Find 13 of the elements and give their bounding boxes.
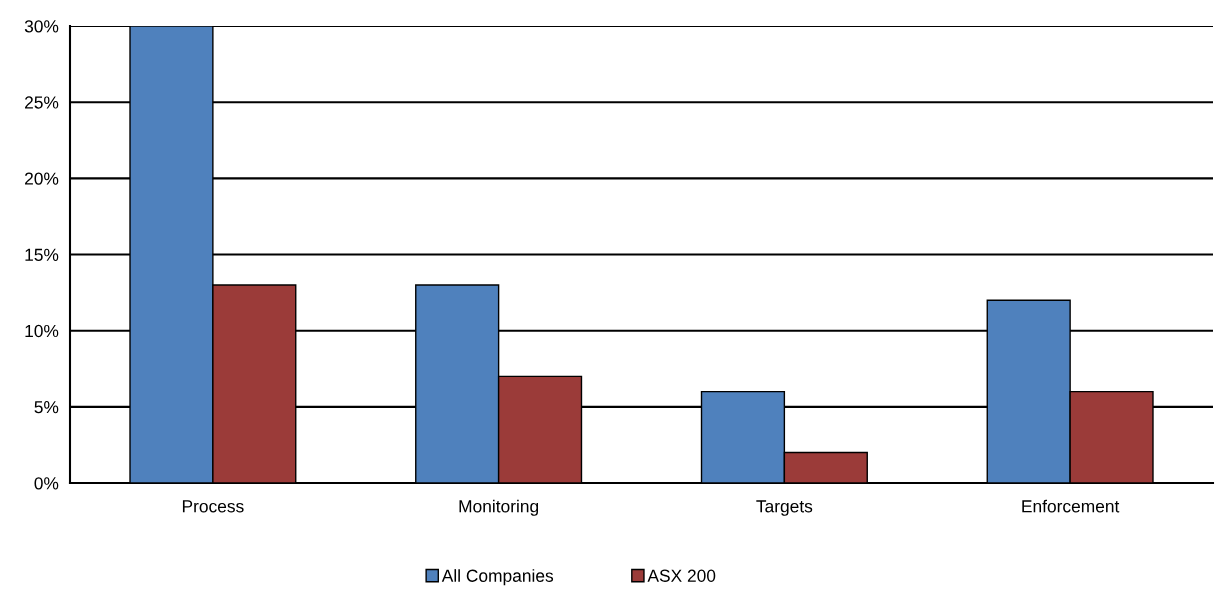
y-tick-label: 5% <box>34 401 59 414</box>
y-tick-label: 30% <box>24 20 59 33</box>
y-tick-label: 0% <box>34 477 59 490</box>
x-tick-label: Process <box>182 500 244 513</box>
y-tick-label: 25% <box>25 96 59 109</box>
legend-label: ASX 200 <box>647 569 716 582</box>
x-tick-label: Targets <box>756 500 813 516</box>
x-tick-label: Enforcement <box>1022 499 1120 513</box>
legend-label: All Companies <box>441 569 554 586</box>
x-tick-label: Monitoring <box>459 499 539 516</box>
y-tick-label: 10% <box>25 324 59 338</box>
y-tick-label: 15% <box>25 248 59 261</box>
y-tick-label: 20% <box>25 172 59 185</box>
